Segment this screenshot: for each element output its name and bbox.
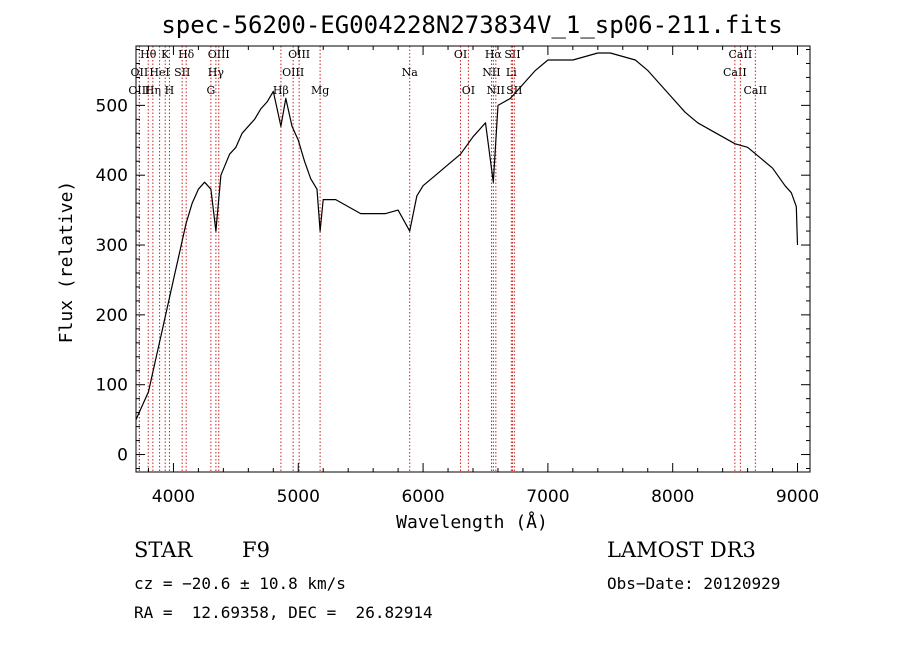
survey-label: LAMOST DR3 — [607, 538, 756, 562]
x-tick-label: 7000 — [526, 487, 569, 507]
y-axis-label: Flux (relative) — [56, 181, 77, 344]
marker-label-11: OIII — [208, 48, 230, 61]
marker-label-23: SII — [504, 48, 520, 61]
marker-label-17: OI — [454, 48, 467, 61]
marker-label-25: CaII — [723, 66, 747, 79]
object-class: STAR — [134, 538, 193, 562]
marker-label-0: OII — [131, 66, 149, 79]
x-tick-label: 8000 — [651, 487, 694, 507]
marker-label-4: HeI — [149, 66, 169, 79]
y-tick-label: 300 — [96, 236, 128, 256]
plot-frame — [135, 45, 811, 473]
marker-label-18: OI — [462, 84, 475, 97]
marker-label-14: OIII — [288, 48, 310, 61]
x-axis-label: Wavelength (Å) — [396, 511, 548, 533]
x-tick-label: 6000 — [401, 487, 444, 507]
spectrum-series — [135, 52, 799, 420]
chart-title: spec-56200-EG004228N273834V_1_sp06-211.f… — [161, 11, 782, 39]
marker-label-19: NII — [482, 66, 500, 79]
object-subclass: F9 — [242, 538, 270, 562]
y-tick-label: 500 — [96, 96, 128, 116]
marker-label-7: SII — [174, 66, 190, 79]
marker-label-16: Na — [402, 66, 419, 79]
marker-label-15: Mg — [311, 84, 329, 97]
y-tick-label: 200 — [96, 306, 128, 326]
marker-label-13: OIII — [282, 66, 304, 79]
redshift-cz: cz = −20.6 ± 10.8 km/s — [134, 574, 346, 593]
spectrum-line-0 — [135, 52, 799, 420]
line-markers: OIIOIIIHθHηHeIKHSIIHδGHγOIIIHβOIIIOIIIMg… — [128, 46, 767, 472]
marker-label-24: SII — [506, 84, 522, 97]
marker-label-27: CaII — [743, 84, 767, 97]
ra-dec: RA = 12.69358, DEC = 26.82914 — [134, 603, 433, 622]
marker-label-20: Hα — [485, 48, 503, 61]
marker-label-8: Hδ — [178, 48, 195, 61]
marker-label-26: CaII — [729, 48, 753, 61]
x-tick-label: 4000 — [152, 487, 195, 507]
x-tick-label: 9000 — [776, 487, 819, 507]
marker-label-9: G — [206, 84, 215, 97]
y-tick-label: 0 — [117, 446, 128, 466]
marker-label-21: NII — [487, 84, 505, 97]
marker-label-1: OIII — [128, 84, 150, 97]
marker-label-6: H — [165, 84, 175, 97]
y-tick-label: 100 — [96, 376, 128, 396]
marker-label-5: K — [161, 48, 170, 61]
marker-label-10: Hγ — [208, 66, 225, 79]
x-tick-label: 5000 — [277, 487, 320, 507]
marker-label-12: Hβ — [273, 84, 289, 97]
y-tick-label: 400 — [96, 166, 128, 186]
axes: 4000 5000 6000 7000 8000 9000 0 100 200 300 400 500 — [96, 46, 819, 507]
obs-date: Obs−Date: 20120929 — [607, 574, 781, 593]
marker-label-3: Hη — [145, 84, 161, 97]
marker-label-22: Li — [506, 66, 517, 79]
